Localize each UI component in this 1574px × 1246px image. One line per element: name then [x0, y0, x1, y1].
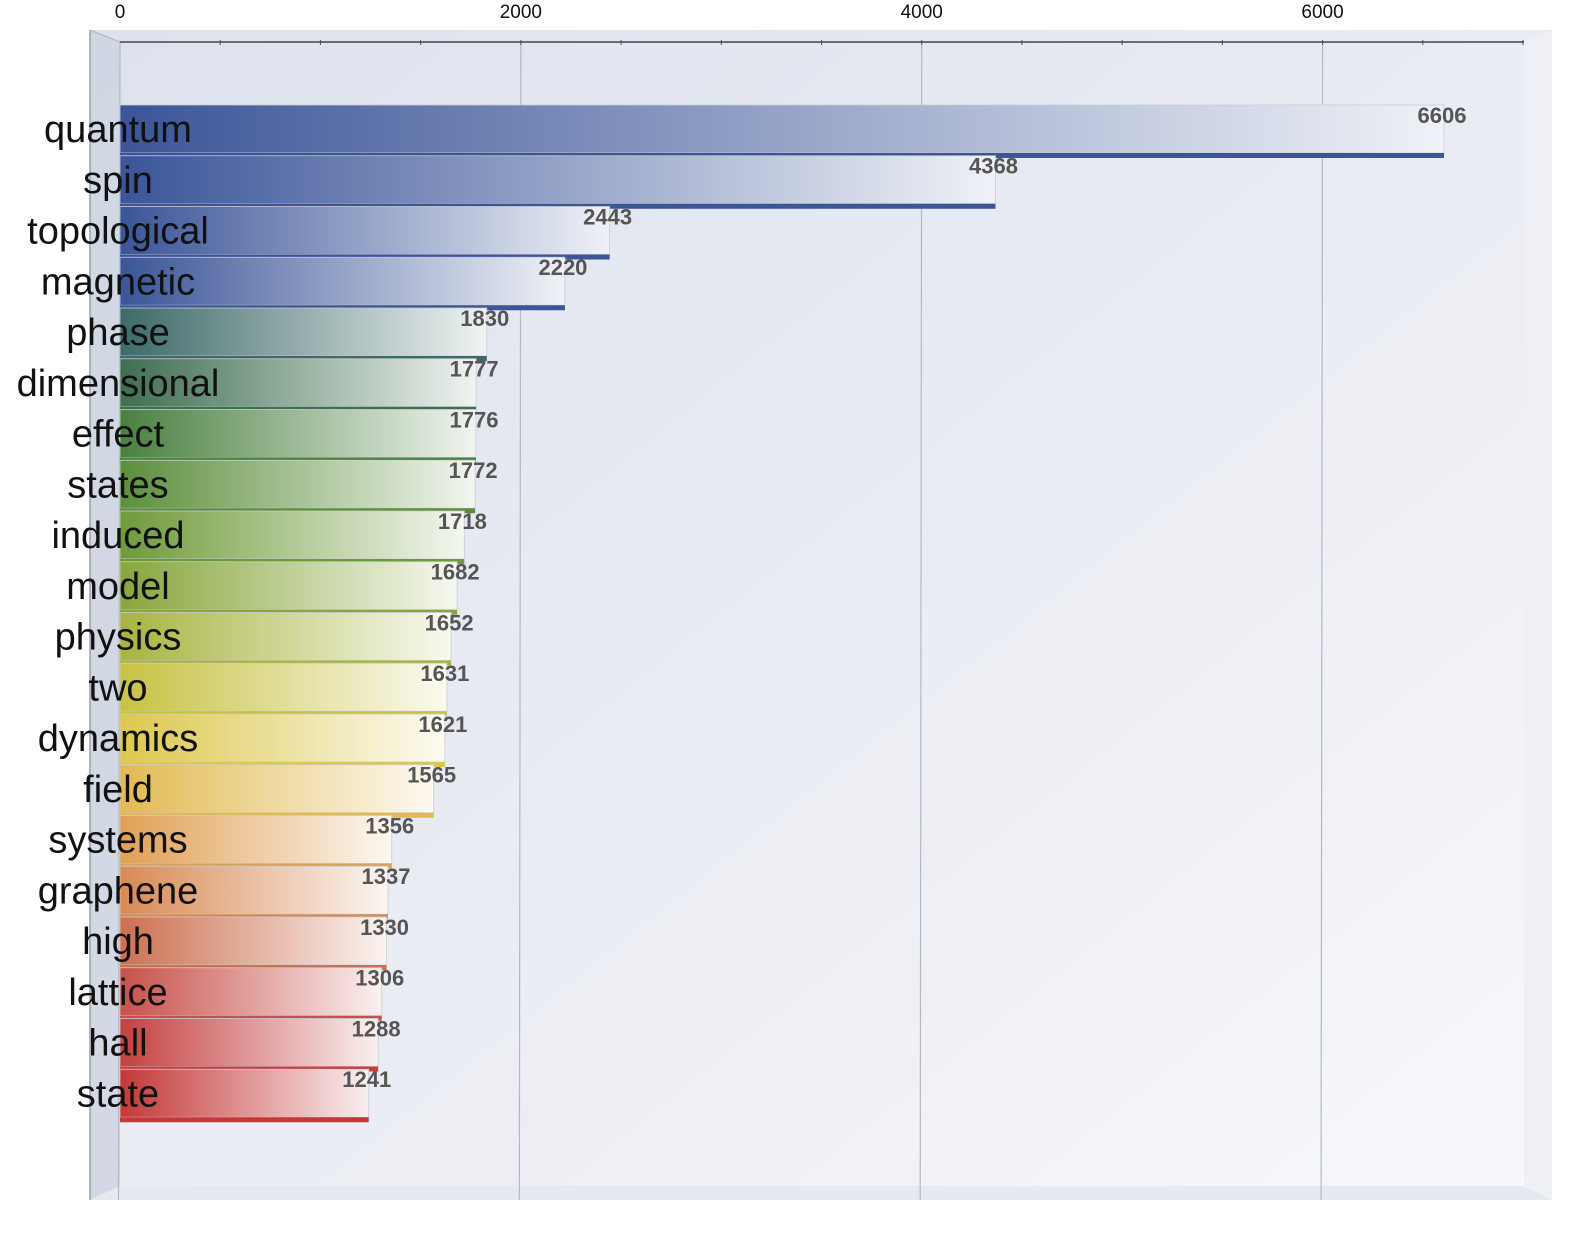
bar-field [119, 764, 435, 814]
bar-systems [119, 815, 393, 864]
category-label: field [83, 769, 153, 811]
category-label: dynamics [38, 718, 199, 760]
bar-quantum [119, 104, 1445, 154]
value-label: 1241 [342, 1067, 391, 1092]
bar-physics [119, 612, 452, 661]
category-label: induced [51, 515, 184, 557]
category-label: spin [83, 160, 153, 202]
x-tick-label: 0 [115, 2, 126, 23]
bar-two [119, 662, 448, 712]
category-label: state [77, 1073, 159, 1115]
value-label: 1631 [420, 661, 469, 686]
value-label: 6606 [1418, 103, 1467, 128]
category-label: graphene [38, 870, 199, 912]
category-label: effect [72, 414, 165, 456]
category-label: topological [27, 211, 209, 253]
bar-graphene [119, 865, 389, 915]
category-labels: quantum spin topological magnetic phase dimen… [17, 109, 220, 1115]
value-label: 1830 [460, 306, 509, 331]
bar-dimensional [119, 358, 477, 408]
category-label: states [67, 464, 168, 506]
bar-magnetic [119, 256, 566, 306]
bar-effect [119, 409, 477, 458]
value-label: 4368 [969, 154, 1018, 179]
value-label: 1565 [407, 763, 456, 788]
value-label: 2443 [583, 204, 632, 229]
category-label: hall [88, 1023, 147, 1065]
bar-dynamics [119, 713, 446, 763]
bar-state [119, 1068, 370, 1118]
value-label: 1621 [418, 712, 467, 737]
category-label: dimensional [17, 363, 220, 405]
x-axis: 0 2000 4000 6000 [115, 2, 1524, 45]
bar-high [119, 916, 387, 966]
bar-states [119, 459, 476, 509]
bar-spin [119, 155, 996, 205]
plot-right-wall [1524, 30, 1552, 1200]
category-label: two [88, 667, 147, 709]
category-label: phase [66, 312, 170, 354]
plot-top-corner-edge [89, 29, 121, 43]
x-tick-label: 6000 [1301, 2, 1343, 23]
category-label: lattice [68, 972, 167, 1014]
category-label: magnetic [41, 261, 195, 303]
bar-lattice [119, 967, 383, 1017]
value-label: 1652 [425, 610, 474, 635]
x-gridline [919, 41, 923, 1201]
value-label: 1337 [361, 864, 410, 889]
plot-floor [90, 1186, 1552, 1200]
value-label: 1777 [450, 357, 499, 382]
category-label: quantum [44, 109, 192, 151]
bar-hall [119, 1018, 379, 1067]
bar-model [119, 561, 458, 611]
category-label: physics [55, 617, 182, 659]
bars [119, 104, 1445, 1123]
value-label: 1306 [355, 966, 404, 991]
bar-phase [119, 307, 488, 357]
category-label: model [66, 566, 170, 608]
value-label: 1356 [365, 813, 414, 838]
x-tick-label: 4000 [901, 2, 943, 23]
value-label: 1288 [352, 1016, 401, 1041]
value-label: 1718 [438, 509, 487, 534]
category-label: high [82, 921, 154, 963]
plot-left-wall [90, 30, 120, 1200]
x-gridline [1320, 41, 1324, 1201]
bar-edge [120, 1117, 369, 1123]
x-tick-label: 2000 [500, 2, 542, 23]
bar-induced [119, 510, 465, 560]
category-label: systems [48, 820, 187, 862]
value-label: 1776 [449, 407, 498, 432]
value-label: 1682 [431, 560, 480, 585]
value-labels: 6606 4368 2443 2220 1830 1777 1776 1772 1718 1682… [342, 103, 1466, 1092]
value-label: 1772 [449, 458, 498, 483]
value-label: 2220 [538, 255, 587, 280]
value-label: 1330 [360, 915, 409, 940]
